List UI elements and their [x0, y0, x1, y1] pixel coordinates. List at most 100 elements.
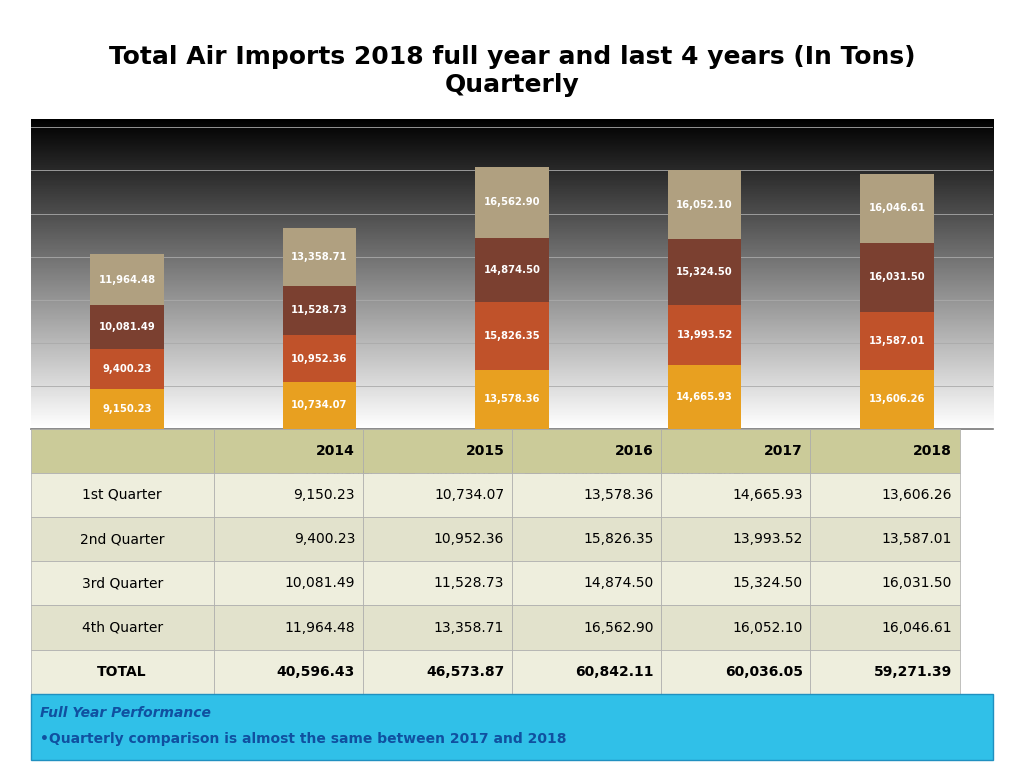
Text: 16,052.10: 16,052.10: [732, 621, 803, 634]
Text: 16,562.90: 16,562.90: [483, 197, 541, 207]
Text: 2014: 2014: [316, 444, 355, 458]
FancyBboxPatch shape: [512, 429, 662, 473]
Text: 9,400.23: 9,400.23: [102, 364, 152, 374]
FancyBboxPatch shape: [662, 517, 810, 561]
Text: 3rd Quarter: 3rd Quarter: [82, 576, 163, 591]
FancyBboxPatch shape: [31, 473, 214, 517]
Text: 14,874.50: 14,874.50: [584, 576, 653, 591]
Text: 16,031.50: 16,031.50: [882, 576, 952, 591]
Text: TOTAL: TOTAL: [97, 665, 147, 679]
Text: 13,578.36: 13,578.36: [583, 488, 653, 502]
Text: Full Year Performance: Full Year Performance: [40, 706, 211, 720]
Text: 60,036.05: 60,036.05: [725, 665, 803, 679]
Text: 15,826.35: 15,826.35: [583, 532, 653, 546]
Text: 14,665.93: 14,665.93: [732, 488, 803, 502]
FancyBboxPatch shape: [512, 561, 662, 605]
FancyBboxPatch shape: [512, 473, 662, 517]
Text: 11,528.73: 11,528.73: [291, 306, 348, 316]
Text: 13,993.52: 13,993.52: [677, 330, 732, 340]
Bar: [668, 306, 741, 366]
Bar: [668, 170, 741, 240]
Bar: [283, 228, 356, 286]
FancyBboxPatch shape: [662, 650, 810, 694]
Text: 13,358.71: 13,358.71: [434, 621, 504, 634]
Text: •Quarterly comparison is almost the same between 2017 and 2018: •Quarterly comparison is almost the same…: [40, 732, 567, 746]
Text: 46,573.87: 46,573.87: [426, 665, 504, 679]
Bar: [283, 336, 356, 382]
FancyBboxPatch shape: [810, 473, 959, 517]
Text: 2018: 2018: [913, 444, 952, 458]
FancyBboxPatch shape: [662, 561, 810, 605]
Bar: [283, 382, 356, 429]
FancyBboxPatch shape: [31, 561, 214, 605]
Text: 10,952.36: 10,952.36: [291, 354, 348, 364]
FancyBboxPatch shape: [810, 650, 959, 694]
Text: 15,324.50: 15,324.50: [676, 267, 733, 277]
Text: 13,578.36: 13,578.36: [483, 394, 541, 404]
Text: 9,150.23: 9,150.23: [102, 404, 152, 414]
FancyBboxPatch shape: [362, 650, 512, 694]
FancyBboxPatch shape: [31, 694, 993, 760]
Text: 10,734.07: 10,734.07: [291, 400, 348, 410]
Bar: [860, 174, 934, 243]
Text: 2015: 2015: [466, 444, 504, 458]
Text: 15,826.35: 15,826.35: [483, 331, 541, 341]
Text: 13,993.52: 13,993.52: [732, 532, 803, 546]
FancyBboxPatch shape: [362, 605, 512, 650]
Text: 13,587.01: 13,587.01: [868, 336, 926, 346]
Text: 16,046.61: 16,046.61: [882, 621, 952, 634]
Text: 16,046.61: 16,046.61: [868, 204, 926, 214]
Text: 1st Quarter: 1st Quarter: [82, 488, 162, 502]
Text: 10,081.49: 10,081.49: [98, 322, 156, 332]
FancyBboxPatch shape: [512, 650, 662, 694]
Bar: [475, 238, 549, 302]
Bar: [860, 243, 934, 312]
Text: 15,324.50: 15,324.50: [732, 576, 803, 591]
FancyBboxPatch shape: [362, 473, 512, 517]
Text: 14,874.50: 14,874.50: [483, 265, 541, 275]
FancyBboxPatch shape: [362, 561, 512, 605]
Text: 4th Quarter: 4th Quarter: [82, 621, 163, 634]
FancyBboxPatch shape: [362, 429, 512, 473]
FancyBboxPatch shape: [214, 561, 362, 605]
Legend: 1st Quarter, 2nd Quarter, 3rd Quarter, 4th Quarter: 1st Quarter, 2nd Quarter, 3rd Quarter, 4…: [272, 462, 752, 485]
FancyBboxPatch shape: [662, 473, 810, 517]
Text: 13,606.26: 13,606.26: [868, 394, 926, 404]
Text: 2017: 2017: [764, 444, 803, 458]
FancyBboxPatch shape: [810, 605, 959, 650]
Text: 13,606.26: 13,606.26: [882, 488, 952, 502]
Bar: [90, 389, 164, 429]
Text: 16,031.50: 16,031.50: [868, 272, 926, 282]
Text: 13,587.01: 13,587.01: [882, 532, 952, 546]
FancyBboxPatch shape: [31, 429, 214, 473]
FancyBboxPatch shape: [214, 517, 362, 561]
Text: 9,400.23: 9,400.23: [294, 532, 355, 546]
FancyBboxPatch shape: [810, 429, 959, 473]
Text: 14,665.93: 14,665.93: [676, 392, 733, 402]
FancyBboxPatch shape: [214, 650, 362, 694]
Bar: [475, 302, 549, 370]
Text: 9,150.23: 9,150.23: [294, 488, 355, 502]
Bar: [90, 306, 164, 349]
FancyBboxPatch shape: [810, 517, 959, 561]
FancyBboxPatch shape: [810, 561, 959, 605]
Text: 60,842.11: 60,842.11: [575, 665, 653, 679]
Text: 10,952.36: 10,952.36: [434, 532, 504, 546]
Text: 11,964.48: 11,964.48: [285, 621, 355, 634]
Bar: [90, 349, 164, 389]
Text: 40,596.43: 40,596.43: [276, 665, 355, 679]
Text: 13,358.71: 13,358.71: [291, 252, 348, 262]
Bar: [668, 240, 741, 306]
Text: 16,052.10: 16,052.10: [676, 200, 733, 210]
Bar: [860, 370, 934, 429]
Text: 2016: 2016: [614, 444, 653, 458]
FancyBboxPatch shape: [512, 517, 662, 561]
Text: 2nd Quarter: 2nd Quarter: [80, 532, 165, 546]
FancyBboxPatch shape: [214, 605, 362, 650]
FancyBboxPatch shape: [512, 605, 662, 650]
FancyBboxPatch shape: [31, 605, 214, 650]
Bar: [283, 286, 356, 336]
Bar: [475, 370, 549, 429]
Bar: [90, 254, 164, 306]
Text: 10,081.49: 10,081.49: [285, 576, 355, 591]
